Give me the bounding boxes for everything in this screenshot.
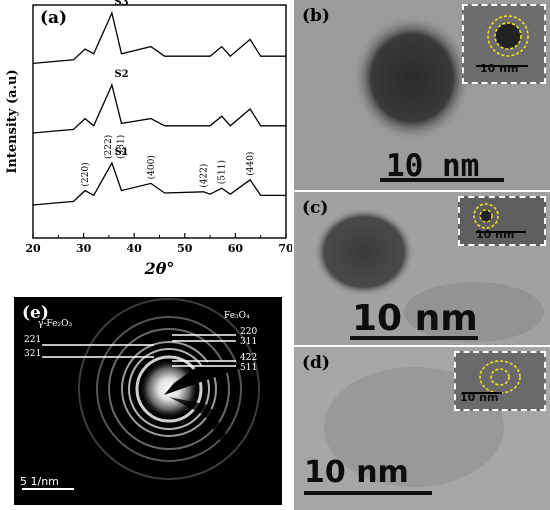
inset-scale-b: 10 nm: [480, 62, 519, 75]
x-axis-label: 2θ°: [144, 259, 175, 278]
series-line-s3: [32, 10, 286, 65]
peak-label: (222): [103, 135, 114, 159]
panel-label-e: (e): [22, 303, 49, 323]
tem-image-b: (b) 10 nm 10 nm: [294, 0, 550, 190]
tem-image-d: (d) 10 nm 10 nm: [294, 347, 550, 510]
y-axis-label: Intensity (a.u): [5, 69, 20, 173]
phase-label-maghemite: γ-Fe₂O₃: [38, 319, 73, 329]
inset-c: 10 nm: [458, 196, 546, 246]
peak-label: (400): [146, 155, 157, 179]
ring-label-221: 221: [24, 335, 42, 345]
scale-label-d: 10 nm: [304, 455, 409, 490]
inset-scale-d: 10 nm: [460, 391, 499, 404]
inset-scale-c: 10 nm: [476, 228, 515, 241]
inset-b: 10 nm: [462, 4, 546, 84]
scale-bar-d: [304, 491, 432, 495]
series-label-s3: S3: [114, 0, 128, 8]
ring-label-321: 321: [24, 349, 42, 359]
series-label-s2: S2: [114, 69, 128, 80]
saed-scale-label: 5 1/nm: [20, 475, 59, 488]
peak-label: (220): [80, 162, 91, 186]
peak-label: (511): [217, 160, 228, 184]
scale-label-c: 10 nm: [352, 298, 478, 339]
phase-label-magnetite: Fe₃O₄: [224, 311, 250, 321]
xrd-chart: S1 S2 S3 20 30 40 50 60 70 2θ° Intensity (a.u) (2…: [5, 0, 292, 278]
inset-particle-b: [476, 15, 529, 67]
panel-label-b: (b): [302, 6, 330, 26]
scale-bar-c: [350, 336, 478, 340]
saed-pattern-panel: (e) γ-Fe₂O₃ Fe₃O₄ 221 321 220 311 422 51…: [14, 297, 282, 505]
peak-label: (422): [199, 164, 210, 188]
plot-frame: [32, 4, 287, 239]
scale-bar-b: [380, 178, 504, 182]
panel-label-a: (a): [40, 8, 68, 28]
x-tick-label: 70: [278, 242, 292, 255]
series-line-s1: [32, 161, 286, 206]
scale-label-b: 10 nm: [386, 148, 480, 184]
x-tick-label: 40: [127, 242, 143, 255]
panel-label-c: (c): [302, 198, 329, 218]
peak-label: (331): [116, 135, 127, 159]
inset-d: 10 nm: [454, 351, 546, 411]
inset-particle-c: [473, 203, 526, 233]
x-tick-label: 60: [228, 242, 244, 255]
peak-label: (440): [245, 152, 256, 176]
series-label-s1: S1: [114, 147, 128, 158]
series-line-s2: [32, 83, 286, 134]
x-tick-label: 50: [177, 242, 193, 255]
x-tick-label: 30: [76, 242, 92, 255]
ring-label-220: 220: [240, 327, 258, 337]
ring-label-422: 422: [240, 353, 258, 363]
x-tick-label: 20: [25, 242, 41, 255]
xrd-chart-panel: S1 S2 S3 20 30 40 50 60 70 2θ° Intensity (a.u) (2…: [0, 0, 292, 290]
ring-label-511: 511: [240, 363, 258, 373]
panel-label-d: (d): [302, 353, 330, 373]
inset-particle-d: [462, 360, 521, 394]
tem-image-c: (c) 10 nm 10 nm: [294, 192, 550, 345]
saed-pattern: [14, 297, 282, 505]
ring-label-311: 311: [240, 337, 258, 347]
